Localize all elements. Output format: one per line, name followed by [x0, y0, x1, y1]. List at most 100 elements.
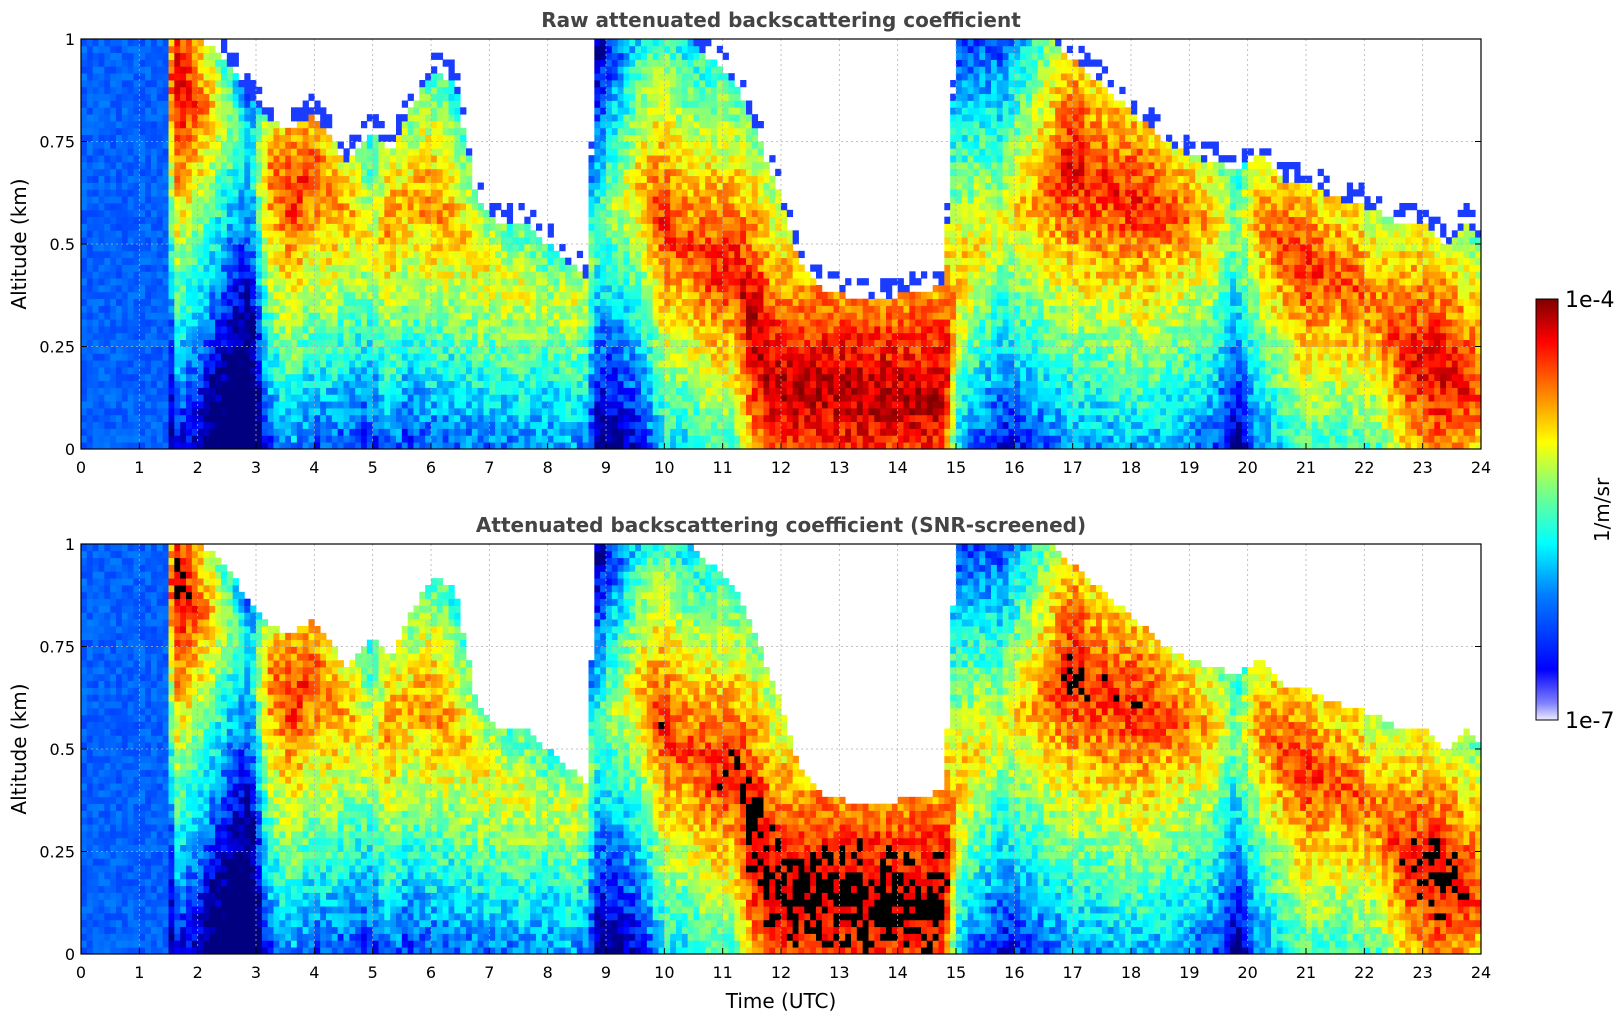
heatmap-cell: [583, 319, 589, 326]
heatmap-cell: [484, 408, 490, 415]
heatmap-cell: [495, 340, 501, 347]
heatmap-cell: [122, 142, 128, 149]
heatmap-cell: [379, 183, 385, 190]
heatmap-cell: [291, 135, 297, 142]
heatmap-cell: [279, 230, 285, 237]
heatmap-cell: [268, 306, 274, 313]
heatmap-cell: [594, 401, 600, 408]
heatmap-cell: [87, 306, 93, 313]
heatmap-cell: [297, 367, 303, 374]
heatmap-cell: [600, 381, 606, 388]
heatmap-cell: [198, 121, 204, 128]
heatmap-cell: [373, 251, 379, 258]
heatmap-cell: [314, 107, 320, 114]
heatmap-cell: [309, 326, 315, 333]
heatmap-cell: [653, 107, 659, 114]
heatmap-cell: [186, 367, 192, 374]
heatmap-cell: [431, 326, 437, 333]
heatmap-cell: [145, 360, 151, 367]
heatmap-cell: [419, 148, 425, 155]
heatmap-cell: [478, 374, 484, 381]
heatmap-cell: [624, 94, 630, 101]
heatmap-cell: [285, 155, 291, 162]
heatmap-cell: [624, 135, 630, 142]
heatmap-cell: [180, 333, 186, 340]
heatmap-cell: [297, 340, 303, 347]
heatmap-cell: [291, 155, 297, 162]
heatmap-cell: [379, 230, 385, 237]
heatmap-cell: [279, 367, 285, 374]
heatmap-cell: [332, 217, 338, 224]
heatmap-cell: [192, 381, 198, 388]
heatmap-cell: [536, 442, 542, 449]
heatmap-cell: [647, 176, 653, 183]
heatmap-cell: [501, 381, 507, 388]
heatmap-cell: [87, 367, 93, 374]
heatmap-cell: [157, 189, 163, 196]
heatmap-cell: [303, 360, 309, 367]
heatmap-cell: [239, 381, 245, 388]
heatmap-cell: [151, 60, 157, 67]
heatmap-cell: [437, 367, 443, 374]
heatmap-cell: [478, 292, 484, 299]
heatmap-cell: [204, 73, 210, 80]
heatmap-cell: [104, 292, 110, 299]
heatmap-cell: [612, 155, 618, 162]
heatmap-cell: [548, 230, 554, 237]
heatmap-cell: [163, 367, 169, 374]
heatmap-cell: [484, 442, 490, 449]
heatmap-cell: [134, 121, 140, 128]
heatmap-cell: [659, 162, 665, 169]
heatmap-cell: [239, 251, 245, 258]
heatmap-cell: [641, 162, 647, 169]
heatmap-cell: [215, 353, 221, 360]
heatmap-cell: [349, 408, 355, 415]
heatmap-cell: [594, 39, 600, 46]
heatmap-cell: [320, 176, 326, 183]
heatmap-cell: [600, 271, 606, 278]
heatmap-cell: [262, 360, 268, 367]
heatmap-cell: [256, 333, 262, 340]
heatmap-cell: [227, 367, 233, 374]
heatmap-cell: [163, 210, 169, 217]
heatmap-cell: [530, 374, 536, 381]
heatmap-cell: [449, 381, 455, 388]
heatmap-cell: [320, 312, 326, 319]
heatmap-cell: [367, 347, 373, 354]
heatmap-cell: [402, 203, 408, 210]
heatmap-cell: [279, 183, 285, 190]
heatmap-cell: [396, 217, 402, 224]
heatmap-cell: [268, 381, 274, 388]
heatmap-cell: [122, 258, 128, 265]
heatmap-cell: [443, 367, 449, 374]
heatmap-cell: [565, 271, 571, 278]
heatmap-cell: [414, 258, 420, 265]
heatmap-cell: [314, 401, 320, 408]
heatmap-cell: [571, 435, 577, 442]
heatmap-cell: [93, 162, 99, 169]
heatmap-cell: [186, 203, 192, 210]
heatmap-cell: [349, 381, 355, 388]
heatmap-cell: [425, 169, 431, 176]
heatmap-cell: [180, 340, 186, 347]
heatmap-cell: [174, 401, 180, 408]
heatmap-cell: [618, 162, 624, 169]
heatmap-cell: [472, 381, 478, 388]
heatmap-cell: [268, 326, 274, 333]
heatmap-cell: [507, 394, 513, 401]
heatmap-cell: [87, 429, 93, 436]
heatmap-cell: [122, 306, 128, 313]
heatmap-cell: [618, 306, 624, 313]
heatmap-cell: [326, 148, 332, 155]
heatmap-cell: [524, 435, 530, 442]
heatmap-cell: [262, 271, 268, 278]
heatmap-cell: [186, 107, 192, 114]
heatmap-cell: [460, 340, 466, 347]
heatmap-cell: [204, 217, 210, 224]
heatmap-cell: [542, 244, 548, 251]
heatmap-cell: [495, 401, 501, 408]
heatmap-cell: [594, 142, 600, 149]
heatmap-cell: [425, 155, 431, 162]
heatmap-cell: [279, 408, 285, 415]
heatmap-cell: [419, 388, 425, 395]
